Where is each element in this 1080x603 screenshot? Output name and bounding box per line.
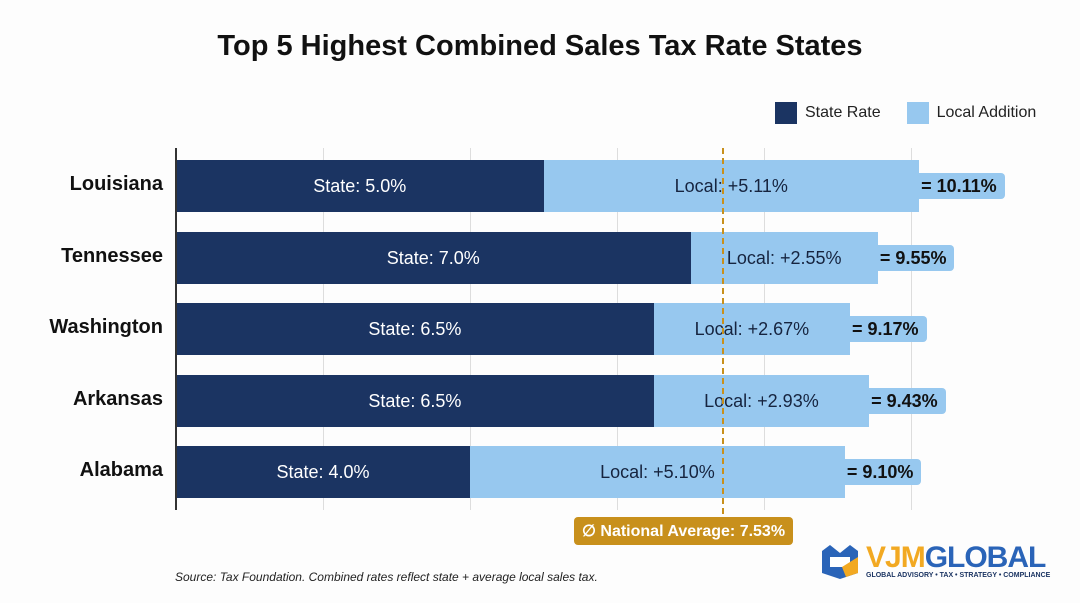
legend-swatch-local — [906, 102, 929, 124]
y-axis-line — [175, 148, 177, 510]
legend-label-local: Local Addition — [936, 104, 1037, 121]
state-bar-label: State: 6.5% — [368, 390, 462, 411]
state-bar-label: State: 4.0% — [276, 461, 370, 482]
state-bar: State: 6.5% — [176, 375, 654, 427]
local-bar-label: Local: +5.10% — [600, 461, 715, 482]
state-bar: State: 5.0% — [176, 160, 544, 212]
legend: State Rate Local Addition — [775, 102, 1036, 124]
category-label: Washington — [49, 316, 163, 338]
state-bar-label: State: 6.5% — [368, 318, 462, 339]
total-label: = 9.10% — [838, 459, 922, 485]
local-bar: Local: +2.67% — [653, 303, 850, 355]
total-label: = 9.17% — [843, 316, 927, 342]
logo-icon — [822, 545, 858, 579]
national-average-label: ∅ National Average: 7.53% — [574, 517, 794, 545]
category-label: Louisiana — [69, 173, 163, 195]
average-symbol-icon: ∅ — [582, 523, 601, 540]
national-average-line — [722, 148, 724, 514]
local-bar-label: Local: +2.55% — [726, 247, 842, 268]
state-bar: State: 4.0% — [176, 446, 470, 498]
local-bar: Local: +5.11% — [543, 160, 920, 212]
chart-title: Top 5 Highest Combined Sales Tax Rate St… — [217, 30, 863, 62]
state-bar-label: State: 5.0% — [313, 175, 407, 196]
footnote: Source: Tax Foundation. Combined rates r… — [175, 570, 598, 584]
local-bar-label: Local: +5.11% — [674, 175, 788, 196]
local-bar: Local: +5.10% — [470, 446, 845, 498]
state-bar-label: State: 7.0% — [386, 247, 480, 268]
total-label: = 10.11% — [913, 173, 1005, 199]
state-bar: State: 7.0% — [176, 232, 691, 284]
total-label: = 9.43% — [863, 388, 946, 414]
legend-label-state: State Rate — [805, 104, 881, 121]
logo: VJMGLOBAL GLOBAL ADVISORY • TAX • STRATE… — [820, 542, 1050, 579]
total-label: = 9.55% — [871, 245, 955, 271]
state-bar: State: 6.5% — [176, 303, 654, 355]
local-bar-label: Local: +2.67% — [694, 318, 810, 339]
category-label: Arkansas — [72, 388, 163, 410]
local-bar: Local: +2.93% — [653, 375, 870, 427]
category-label: Tennessee — [61, 245, 163, 267]
local-bar-label: Local: +2.93% — [704, 390, 819, 411]
category-label: Alabama — [79, 459, 163, 481]
legend-swatch-state — [775, 102, 797, 124]
local-bar: Local: +2.55% — [690, 232, 878, 284]
